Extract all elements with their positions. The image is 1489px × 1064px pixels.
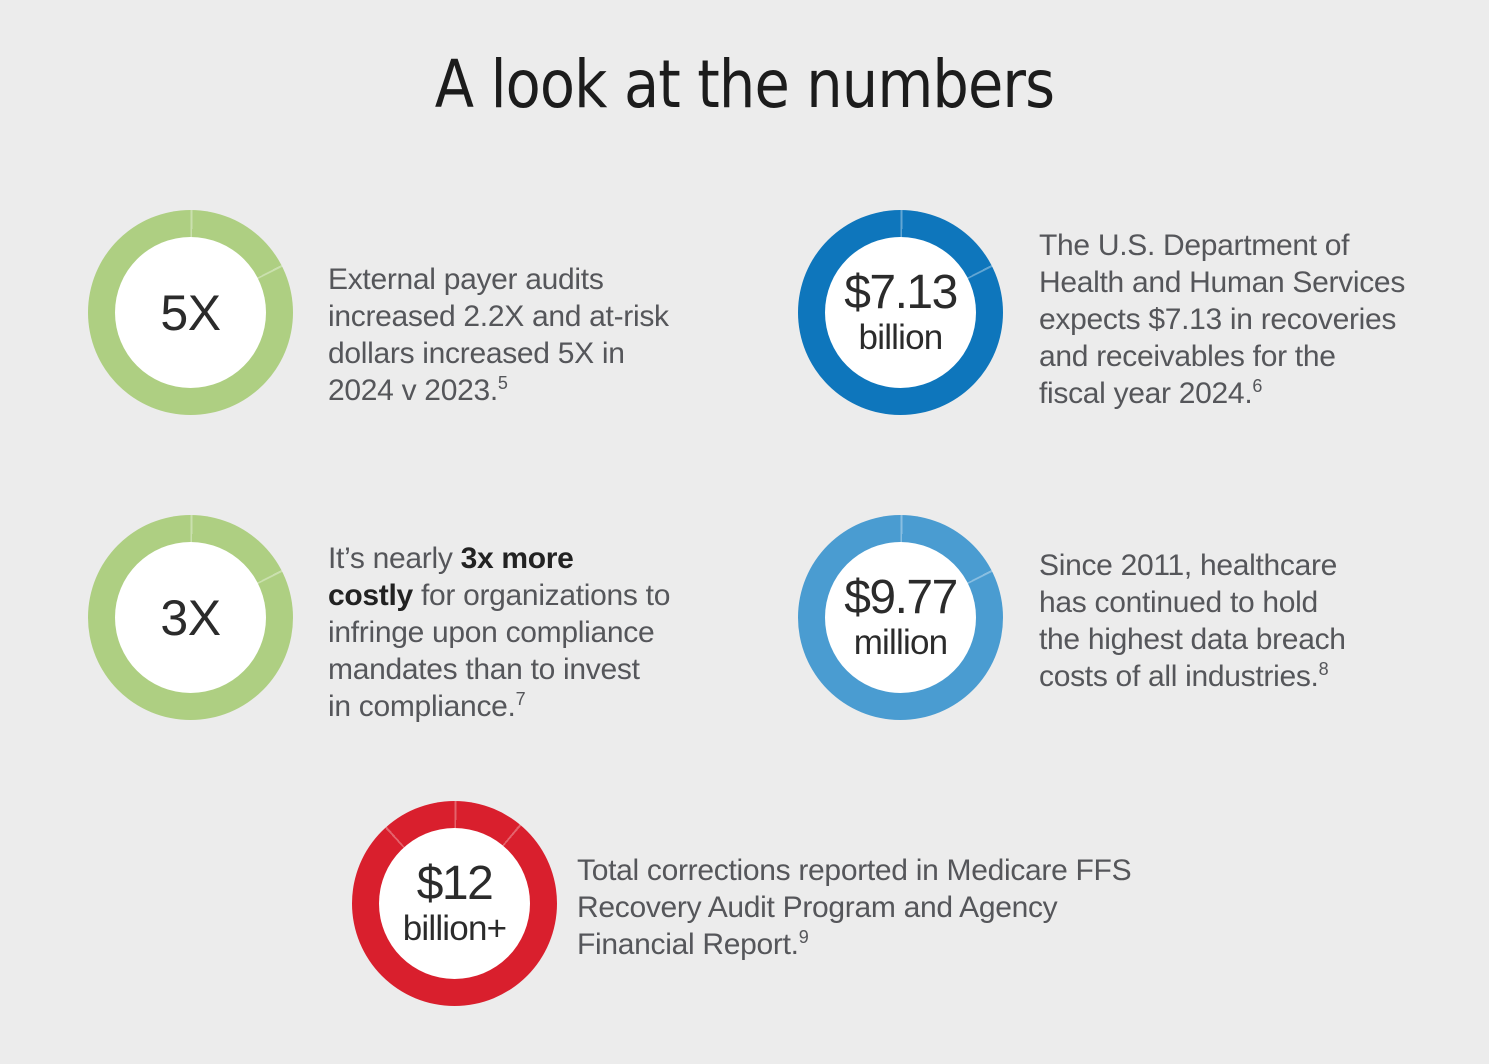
stat-circle-inner: 5X [115,237,266,388]
stat-value: $9.77 [844,570,958,624]
stat-description: Since 2011, healthcare has continued to … [1039,547,1459,695]
footnote-marker: 6 [1252,376,1263,396]
donut-ring: $9.77 million [798,515,1003,720]
stat-value: 3X [160,589,221,646]
stat-description-text: for organizations to infringe upon compl… [328,579,671,723]
stat-description-text: External payer audits increased 2.2X and… [328,263,669,407]
stat-circle-inner: $9.77 million [825,542,976,693]
footnote-marker: 8 [1318,659,1329,679]
donut-ring: 3X [88,515,293,720]
donut-ring: $7.13 billion [798,210,1003,415]
stat-description: External payer audits increased 2.2X and… [328,261,748,409]
stat-description-text: Total corrections reported in Medicare F… [577,854,1132,961]
footnote-marker: 5 [497,373,508,393]
donut-ring: 5X [88,210,293,415]
stat-unit: billion [858,317,944,357]
donut-ring: $12 billion+ [352,801,557,1006]
stat-circle-inner: 3X [115,542,266,693]
stat-description: The U.S. Department of Health and Human … [1039,227,1459,412]
stat-description: Total corrections reported in Medicare F… [577,852,1217,963]
stat-description: It’s nearly 3x more costly for organizat… [328,540,748,725]
footnote-marker: 9 [798,927,809,947]
stat-value: $12 [416,856,494,910]
page-title: A look at the numbers [434,46,1055,123]
stat-description-text: It’s nearly [328,542,461,575]
stat-description-bold: 3x more costly [328,542,574,612]
stat-value: $7.13 [844,265,958,319]
stat-circle-inner: $12 billion+ [379,828,530,979]
stat-value: 5X [160,284,221,341]
stat-description-text: Since 2011, healthcare has continued to … [1039,549,1346,693]
stat-unit: million [853,622,948,662]
stat-circle-inner: $7.13 billion [825,237,976,388]
stat-unit: billion+ [402,908,507,948]
footnote-marker: 7 [515,689,526,709]
stat-description-text: The U.S. Department of Health and Human … [1039,229,1406,410]
